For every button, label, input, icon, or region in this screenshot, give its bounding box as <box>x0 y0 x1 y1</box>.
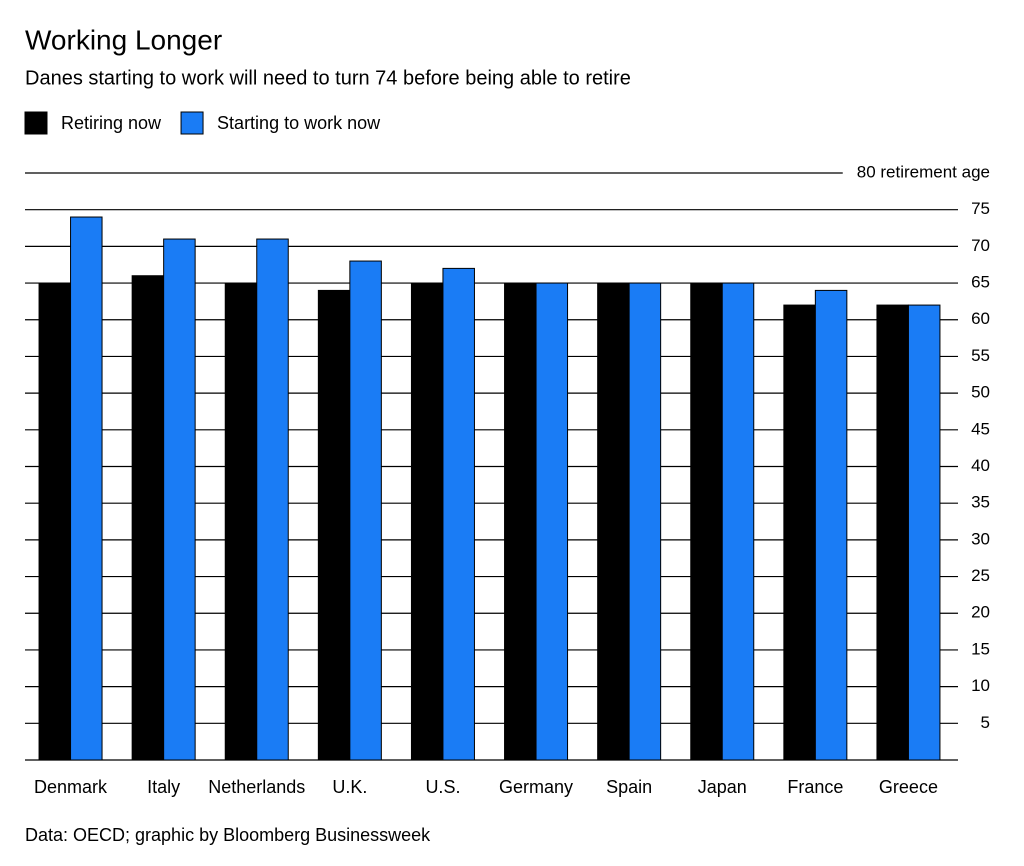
bar <box>163 238 196 761</box>
y-tick-label: 40 <box>971 456 990 475</box>
y-tick-label: 65 <box>971 273 990 292</box>
bar <box>783 304 816 761</box>
chart-title: Working Longer <box>25 24 222 55</box>
bar <box>224 282 258 761</box>
bar <box>504 282 537 761</box>
x-tick-label: Germany <box>499 777 573 797</box>
x-tick-label: Denmark <box>34 777 108 797</box>
y-tick-label: 75 <box>971 199 990 218</box>
x-tick-label: Spain <box>606 777 652 797</box>
y-tick-label: 5 <box>981 713 990 732</box>
y-tick-label: 35 <box>971 493 990 512</box>
bar <box>70 216 103 761</box>
y-tick-label: 80 retirement age <box>857 162 990 181</box>
bar <box>38 282 72 761</box>
bar <box>535 282 569 761</box>
y-tick-label: 70 <box>971 236 990 255</box>
x-tick-label: Netherlands <box>208 777 305 797</box>
x-tick-label: Greece <box>879 777 938 797</box>
x-tick-label: U.S. <box>425 777 460 797</box>
x-tick-label: Japan <box>698 777 747 797</box>
legend-label: Retiring now <box>61 113 162 133</box>
bar <box>814 289 848 761</box>
x-tick-label: U.K. <box>332 777 367 797</box>
bar <box>690 282 723 761</box>
y-tick-label: 20 <box>971 603 990 622</box>
bar <box>907 304 941 761</box>
bar <box>349 260 382 761</box>
bar <box>721 282 755 761</box>
bar <box>317 289 351 761</box>
y-tick-label: 60 <box>971 309 990 328</box>
bar <box>597 282 630 761</box>
x-tick-label: France <box>787 777 843 797</box>
y-tick-label: 30 <box>971 529 990 548</box>
y-tick-label: 10 <box>971 676 990 695</box>
legend-label: Starting to work now <box>217 113 381 133</box>
bar <box>876 304 909 761</box>
bar <box>131 275 165 761</box>
y-tick-label: 45 <box>971 419 990 438</box>
bar <box>256 238 289 761</box>
legend-swatch <box>24 111 48 135</box>
x-tick-label: Italy <box>147 777 180 797</box>
y-tick-label: 55 <box>971 346 990 365</box>
bar <box>442 267 475 761</box>
legend-swatch <box>180 111 204 135</box>
y-tick-label: 25 <box>971 566 990 585</box>
bar <box>628 282 662 761</box>
y-tick-label: 50 <box>971 383 990 402</box>
y-tick-label: 15 <box>971 639 990 658</box>
source-note: Data: OECD; graphic by Bloomberg Busines… <box>25 825 431 845</box>
chart-subtitle: Danes starting to work will need to turn… <box>25 67 631 89</box>
bar <box>410 282 444 761</box>
